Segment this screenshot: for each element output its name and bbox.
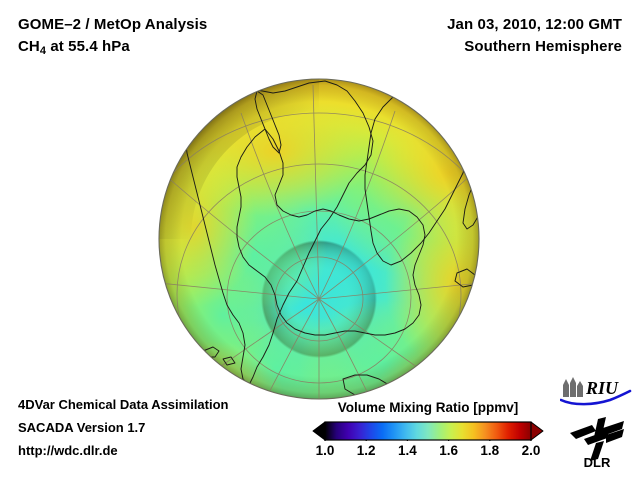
- species-subscript: 4: [39, 45, 47, 57]
- header-right-block: Jan 03, 2010, 12:00 GMT Southern Hemisph…: [447, 14, 622, 58]
- colorbar-title: Volume Mixing Ratio [ppmv]: [337, 400, 519, 415]
- riu-logo: RIU: [560, 377, 632, 406]
- colorbar-tick-label: 1.8: [480, 443, 500, 458]
- species-prefix: CH: [18, 38, 40, 55]
- riu-logo-text: RIU: [585, 378, 619, 398]
- colorbar-tick-labels: 1.0 1.2 1.4 1.6 1.8 2.0: [312, 443, 544, 461]
- coast-madagascar: [462, 178, 479, 230]
- colorbar-low-arrow-cap: [312, 421, 326, 441]
- colorbar-graphic: [312, 421, 544, 444]
- colorbar-gradient-bar: [325, 422, 531, 440]
- graticule: [159, 79, 479, 399]
- coast-antarctic-peninsula: [254, 90, 282, 154]
- coast-antarctica: [236, 128, 426, 336]
- data-field: [159, 79, 479, 399]
- colorbar-high-arrow-cap: [530, 421, 544, 441]
- dlr-logo-text: DLR: [584, 455, 611, 469]
- colorbar-tick-label: 1.0: [315, 443, 335, 458]
- footer-version: SACADA Version 1.7: [18, 420, 146, 435]
- colorbar-tick-label: 1.6: [439, 443, 458, 458]
- footer-method: 4DVar Chemical Data Assimilation: [18, 397, 229, 412]
- instrument-title: GOME–2 / MetOp Analysis: [18, 16, 208, 33]
- colorbar-tick-label: 2.0: [521, 443, 541, 458]
- region-label: Southern Hemisphere: [464, 38, 622, 55]
- species-level-label: CH4 at 55.4 hPa: [18, 36, 207, 62]
- colorbar: Volume Mixing Ratio [ppmv] 1.0 1.2 1.4 1.6 1…: [312, 399, 544, 461]
- footer-url[interactable]: http://wdc.dlr.de: [18, 443, 118, 458]
- valid-datetime: Jan 03, 2010, 12:00 GMT: [447, 16, 622, 33]
- species-level-suffix: at 55.4 hPa: [46, 38, 130, 55]
- dlr-logo: DLR: [570, 417, 624, 469]
- globe-outline: [158, 78, 480, 400]
- coast-new-zealand: [418, 372, 434, 396]
- globe-map: [157, 77, 481, 401]
- header-left-block: GOME–2 / MetOp Analysis CH4 at 55.4 hPa: [18, 14, 207, 62]
- footer-text-block: 4DVar Chemical Data Assimilation SACADA …: [18, 393, 229, 462]
- colorbar-tick-label: 1.4: [398, 443, 417, 458]
- colorbar-tick-label: 1.2: [356, 443, 376, 458]
